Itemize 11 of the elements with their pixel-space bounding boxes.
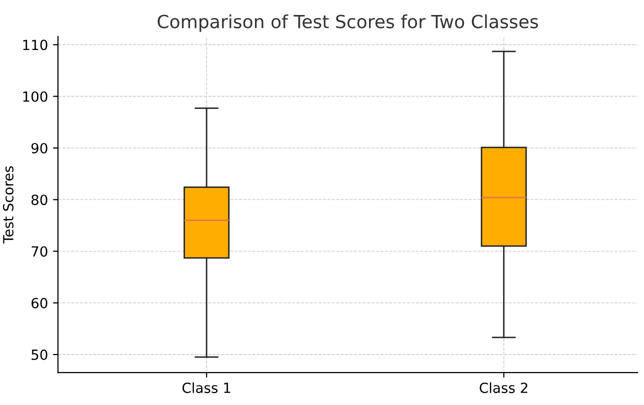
y-axis-title: Test Scores [2, 166, 14, 244]
y-tick-label: 50 [32, 349, 48, 360]
x-tick-label: Class 1 [182, 382, 230, 394]
x-tick-label: Class 2 [480, 382, 528, 394]
y-tick-label: 60 [32, 298, 48, 308]
y-tick-label: 110 [23, 40, 48, 50]
y-tick-label: 70 [32, 246, 48, 257]
y-tick-label: 100 [23, 91, 48, 102]
chart-title: Comparison of Test Scores for Two Classes [158, 14, 538, 32]
y-tick-label: 90 [31, 142, 48, 154]
y-tick-label: 80 [32, 194, 48, 206]
